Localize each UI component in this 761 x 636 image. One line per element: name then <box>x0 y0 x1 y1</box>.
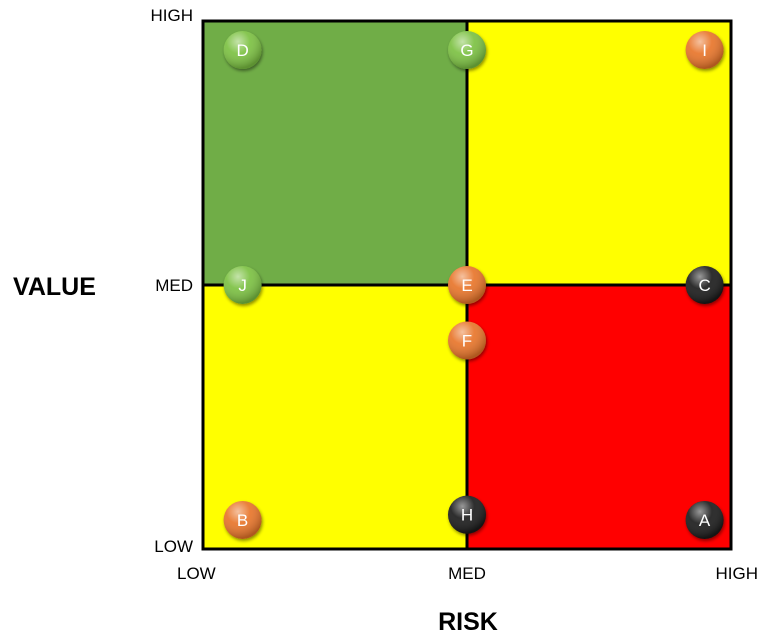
point-marker-shine <box>685 266 724 304</box>
point-label: F <box>462 331 472 350</box>
point-a: A <box>685 500 724 539</box>
point-d: D <box>223 31 262 70</box>
quadrant-layer <box>203 21 731 549</box>
point-marker-shine <box>223 266 262 304</box>
point-e: E <box>448 266 486 304</box>
point-c: C <box>685 266 724 304</box>
point-f: F <box>448 321 486 360</box>
point-label: H <box>461 506 473 525</box>
quadrant-2 <box>467 21 731 285</box>
x-tick-label-high: HIGH <box>716 564 759 583</box>
point-label: A <box>699 511 711 530</box>
y-tick-label-low: LOW <box>154 537 193 556</box>
plot-frame <box>201 19 733 551</box>
point-label: I <box>702 41 707 60</box>
point-marker-shine <box>685 31 724 70</box>
point-marker-shine <box>448 266 486 304</box>
point-marker-shine <box>448 31 486 70</box>
point-marker-shine <box>448 495 486 534</box>
plot-border <box>201 19 733 551</box>
point-marker-shine <box>223 500 262 539</box>
y-tick-label-med: MED <box>155 276 193 295</box>
point-marker-shine <box>685 500 724 539</box>
point-j: J <box>223 266 262 304</box>
point-label: E <box>461 276 472 295</box>
point-g: G <box>448 31 486 70</box>
point-marker-shine <box>223 31 262 70</box>
point-label: G <box>460 41 473 60</box>
point-label: D <box>236 41 248 60</box>
y-axis-title: VALUE <box>13 273 96 301</box>
point-h: H <box>448 495 486 534</box>
quadrant-4 <box>467 285 731 549</box>
tick-label-layer: LOW MED HIGH LOW MED HIGH <box>151 6 759 583</box>
point-label: C <box>698 276 710 295</box>
point-layer: A B C D E F G H I J <box>223 31 724 539</box>
point-i: I <box>685 31 724 70</box>
x-tick-label-med: MED <box>448 564 486 583</box>
y-tick-label-high: HIGH <box>151 6 194 25</box>
point-label: J <box>238 276 247 295</box>
x-axis-title: RISK <box>438 608 498 636</box>
point-b: B <box>223 500 262 539</box>
point-label: B <box>237 511 248 530</box>
x-tick-label-low: LOW <box>177 564 216 583</box>
point-marker-shine <box>448 321 486 360</box>
